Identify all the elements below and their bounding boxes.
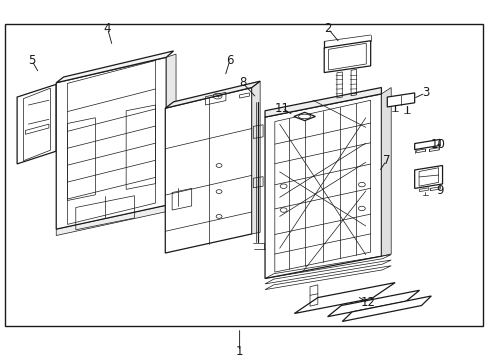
Polygon shape: [264, 94, 381, 279]
Text: 11: 11: [274, 102, 289, 115]
Text: 10: 10: [429, 138, 444, 151]
Polygon shape: [25, 124, 49, 134]
Text: 5: 5: [28, 54, 36, 67]
Bar: [5, 24, 482, 326]
Text: 2: 2: [324, 22, 331, 35]
Text: 1: 1: [235, 345, 243, 358]
Text: 9: 9: [435, 184, 443, 197]
Polygon shape: [293, 112, 315, 121]
Polygon shape: [342, 296, 430, 321]
Polygon shape: [56, 84, 63, 151]
Text: 8: 8: [238, 76, 246, 89]
Polygon shape: [23, 88, 50, 161]
Text: 6: 6: [225, 54, 233, 67]
Polygon shape: [327, 290, 419, 317]
Polygon shape: [381, 87, 390, 256]
Polygon shape: [414, 139, 439, 150]
Text: 4: 4: [103, 22, 111, 35]
Polygon shape: [251, 81, 260, 234]
Text: 12: 12: [360, 297, 375, 310]
Text: 3: 3: [421, 86, 428, 99]
Polygon shape: [165, 87, 251, 253]
Polygon shape: [165, 81, 260, 108]
Polygon shape: [56, 51, 173, 83]
Polygon shape: [56, 205, 166, 235]
Polygon shape: [414, 166, 442, 188]
Text: 7: 7: [382, 154, 389, 167]
Polygon shape: [324, 41, 370, 73]
Polygon shape: [17, 84, 56, 164]
Polygon shape: [294, 283, 394, 314]
Polygon shape: [56, 57, 166, 229]
Polygon shape: [166, 54, 176, 205]
Polygon shape: [386, 93, 414, 107]
Polygon shape: [264, 87, 381, 117]
